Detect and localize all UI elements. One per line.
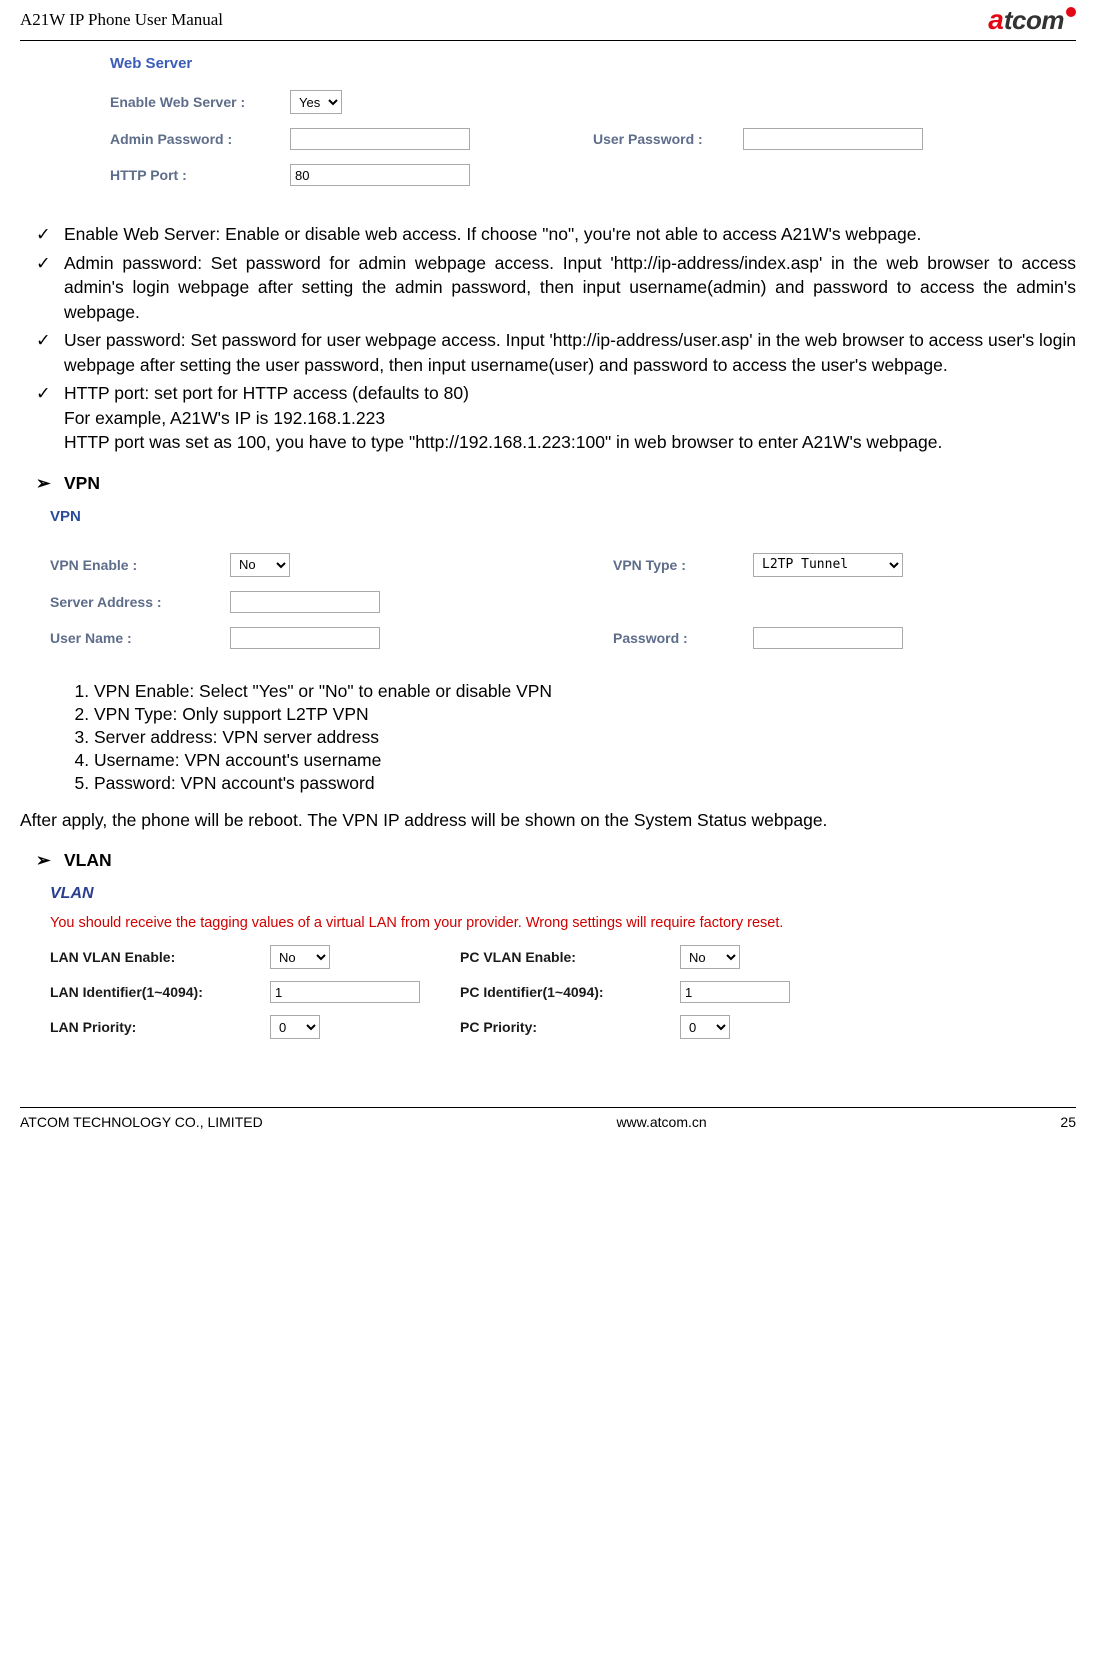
note-http-port-line3: HTTP port was set as 100, you have to ty…	[64, 432, 942, 452]
vpn-enable-select[interactable]: No	[230, 553, 290, 577]
note-http-port-line1: HTTP port: set port for HTTP access (def…	[64, 383, 469, 403]
footer-company: ATCOM TECHNOLOGY CO., LIMITED	[20, 1114, 263, 1130]
brand-logo: atcom	[988, 4, 1076, 36]
note-enable-web-server: Enable Web Server: Enable or disable web…	[64, 222, 1076, 247]
pc-vlan-enable-select[interactable]: No	[680, 945, 740, 969]
pc-identifier-input[interactable]	[680, 981, 790, 1003]
vpn-password-input[interactable]	[753, 627, 903, 649]
http-port-label: HTTP Port :	[110, 167, 290, 183]
vpn-after-note: After apply, the phone will be reboot. T…	[20, 808, 1076, 833]
lan-vlan-enable-label: LAN VLAN Enable:	[50, 949, 270, 965]
pc-priority-label: PC Priority:	[460, 1019, 680, 1035]
lan-identifier-input[interactable]	[270, 981, 420, 1003]
vpn-username-input[interactable]	[230, 627, 380, 649]
lan-priority-select[interactable]: 0	[270, 1015, 320, 1039]
user-password-label: User Password :	[593, 131, 743, 147]
pc-priority-select[interactable]: 0	[680, 1015, 730, 1039]
page-header: A21W IP Phone User Manual atcom	[20, 0, 1076, 41]
vlan-grid: LAN VLAN Enable: No PC VLAN Enable: No L…	[50, 945, 1036, 1039]
lan-vlan-enable-select[interactable]: No	[270, 945, 330, 969]
footer-url: www.atcom.cn	[616, 1114, 706, 1130]
vpn-type-select[interactable]: L2TP Tunnel	[753, 553, 903, 577]
vlan-section-heading: VLAN	[20, 850, 1076, 871]
vlan-panel: VLAN You should receive the tagging valu…	[20, 877, 1076, 1047]
note-http-port: HTTP port: set port for HTTP access (def…	[64, 381, 1076, 455]
note-admin-password: Admin password: Set password for admin w…	[64, 251, 1076, 325]
pc-vlan-enable-label: PC VLAN Enable:	[460, 949, 680, 965]
http-port-input[interactable]	[290, 164, 470, 186]
vpn-note-5: Password: VPN account's password	[94, 773, 1076, 794]
page-footer: ATCOM TECHNOLOGY CO., LIMITED www.atcom.…	[20, 1107, 1076, 1136]
vpn-note-2: VPN Type: Only support L2TP VPN	[94, 704, 1076, 725]
vpn-heading: VPN	[50, 508, 1036, 525]
lan-identifier-label: LAN Identifier(1~4094):	[50, 984, 270, 1000]
vpn-password-label: Password :	[613, 630, 753, 646]
logo-dot-icon	[1066, 7, 1076, 17]
vpn-server-label: Server Address :	[50, 594, 230, 610]
web-server-notes: Enable Web Server: Enable or disable web…	[20, 222, 1076, 455]
logo-a: a	[988, 4, 1004, 36]
vlan-heading: VLAN	[50, 885, 1036, 903]
vpn-note-1: VPN Enable: Select "Yes" or "No" to enab…	[94, 681, 1076, 702]
admin-password-label: Admin Password :	[110, 131, 290, 147]
vpn-note-4: Username: VPN account's username	[94, 750, 1076, 771]
enable-web-server-label: Enable Web Server :	[110, 94, 290, 110]
vpn-type-label: VPN Type :	[613, 557, 753, 573]
vpn-note-3: Server address: VPN server address	[94, 727, 1076, 748]
vpn-server-input[interactable]	[230, 591, 380, 613]
vlan-warning: You should receive the tagging values of…	[50, 915, 1036, 931]
admin-password-input[interactable]	[290, 128, 470, 150]
doc-title: A21W IP Phone User Manual	[20, 10, 223, 30]
logo-rest: tcom	[1004, 5, 1064, 36]
pc-identifier-label: PC Identifier(1~4094):	[460, 984, 680, 1000]
lan-priority-label: LAN Priority:	[50, 1019, 270, 1035]
note-http-port-line2: For example, A21W's IP is 192.168.1.223	[64, 408, 385, 428]
vpn-enable-label: VPN Enable :	[50, 557, 230, 573]
web-server-panel: Web Server Enable Web Server : Yes Admin…	[20, 47, 1076, 208]
footer-page-number: 25	[1060, 1114, 1076, 1130]
vpn-panel: VPN VPN Enable : No VPN Type : L2TP Tunn…	[20, 500, 1076, 671]
web-server-heading: Web Server	[110, 55, 1036, 72]
user-password-input[interactable]	[743, 128, 923, 150]
note-user-password: User password: Set password for user web…	[64, 328, 1076, 377]
vpn-section-heading: VPN	[20, 473, 1076, 494]
enable-web-server-select[interactable]: Yes	[290, 90, 342, 114]
vpn-username-label: User Name :	[50, 630, 230, 646]
vpn-notes-list: VPN Enable: Select "Yes" or "No" to enab…	[20, 681, 1076, 794]
